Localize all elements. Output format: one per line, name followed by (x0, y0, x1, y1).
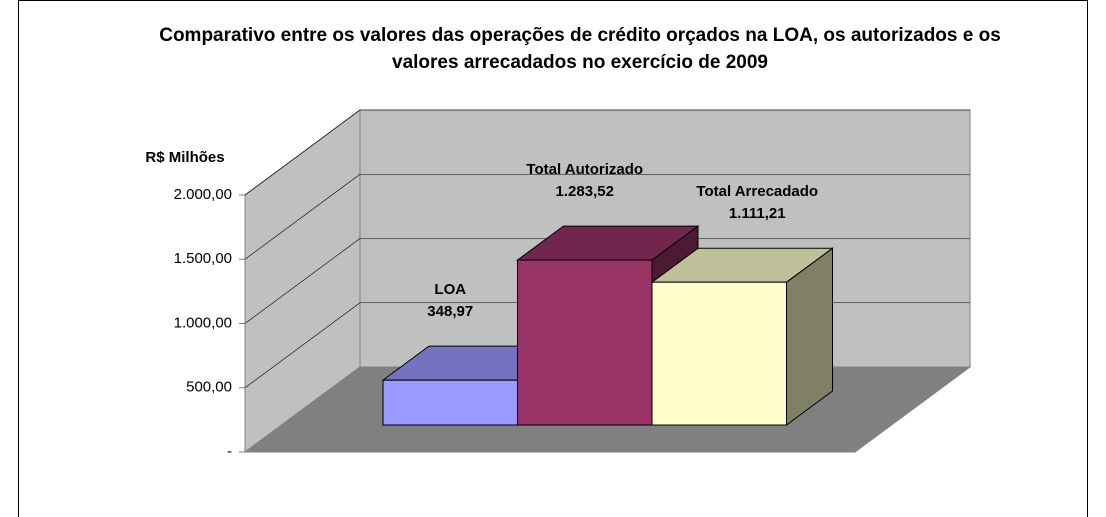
category-label: LOA (434, 281, 466, 298)
value-label: 1.111,21 (729, 205, 786, 222)
category-label: Total Arrecadado (696, 183, 818, 200)
category-label: Total Autorizado (526, 161, 643, 178)
grid-line (244, 109, 361, 196)
y-tick-label: 1.000,00 (174, 314, 232, 331)
bar (517, 259, 653, 426)
y-tick-label: 2.000,00 (174, 186, 232, 203)
y-tick-label: 500,00 (186, 379, 232, 396)
grid-line (244, 238, 361, 324)
value-label: 348,97 (427, 303, 473, 320)
bar (382, 379, 518, 426)
grid-line (244, 302, 361, 388)
chart-title: Comparativo entre os valores das operaçõ… (159, 25, 1001, 73)
grid-line (244, 174, 361, 260)
bar (651, 281, 787, 426)
y-tick-label: - (227, 443, 232, 460)
y-tick-label: 1.500,00 (174, 250, 232, 267)
value-label: 1.283,52 (556, 183, 614, 200)
y-axis-label: R$ Milhões (145, 149, 224, 166)
